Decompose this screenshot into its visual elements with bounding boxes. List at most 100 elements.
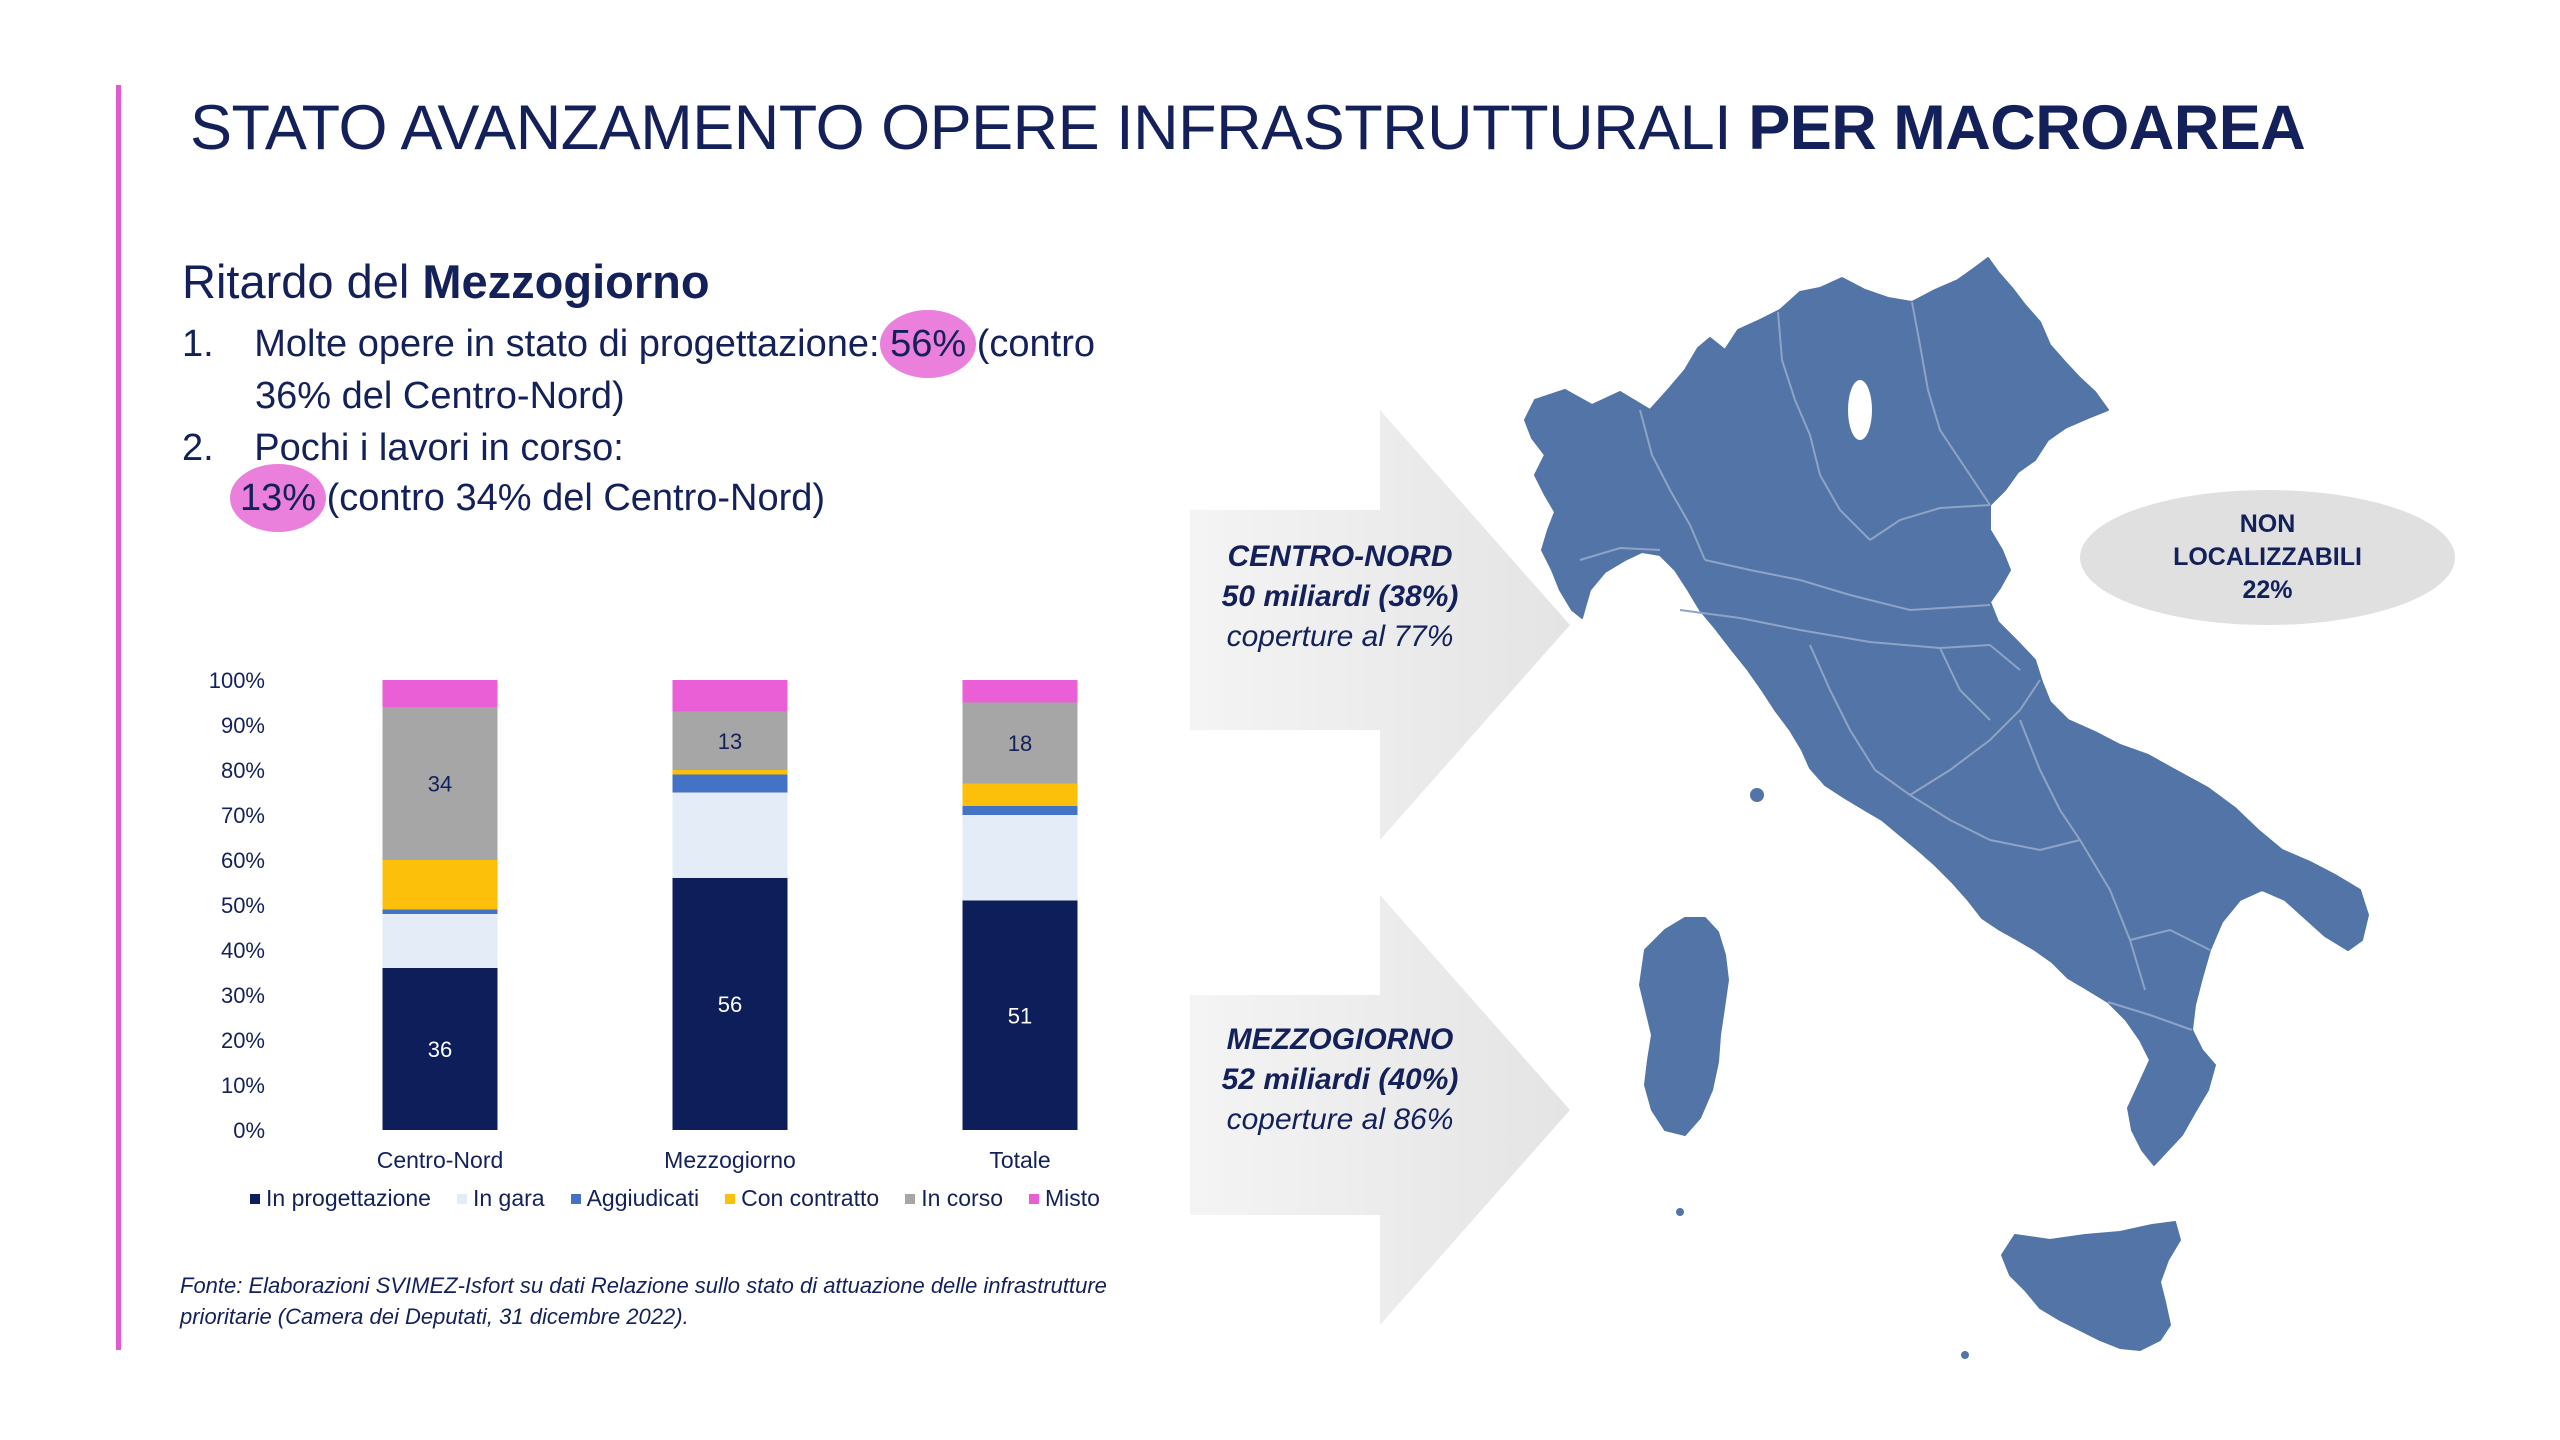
legend-item: In corso [905, 1185, 1003, 1212]
area-coverage: coperture al 86% [1226, 1103, 1454, 1136]
arrow-center-north-text: CENTRO-NORD 50 miliardi (38%) coperture … [1190, 537, 1490, 657]
non-localizable-badge: NON LOCALIZZABILI 22% [2080, 490, 2455, 625]
y-tick-label: 60% [221, 848, 265, 873]
italy-map [1524, 257, 2369, 1359]
bar-segment [382, 707, 498, 860]
bar-segment [382, 680, 498, 707]
region-border [1869, 504, 1991, 541]
region-border [1679, 609, 1991, 650]
legend-label: In corso [921, 1185, 1004, 1211]
data-label: 34 [428, 772, 452, 797]
data-label: 18 [1008, 731, 1032, 756]
lake-garda [1848, 380, 1872, 440]
bar-segment [962, 783, 1078, 806]
legend-label: In progettazione [266, 1185, 431, 1211]
area-amount: 52 miliardi (40%) [1221, 1063, 1459, 1096]
source-line-1: Fonte: Elaborazioni SVIMEZ-Isfort su dat… [180, 1273, 1107, 1298]
bar-segment [962, 815, 1078, 901]
legend-swatch [570, 1193, 581, 1204]
highlight-badge: 13% [229, 464, 327, 532]
region-border [2107, 1001, 2193, 1031]
arrow-south [1190, 895, 1570, 1325]
chart-legend: In progettazione In gara Aggiudicati Con co… [250, 1185, 1100, 1212]
bar-segment [672, 711, 788, 770]
area-amount: 50 miliardi (38%) [1221, 580, 1459, 613]
legend-swatch [905, 1193, 916, 1204]
region-border [1777, 311, 1871, 541]
legend-swatch [1029, 1193, 1040, 1204]
highlight-badge: 56% [880, 310, 977, 378]
y-tick-label: 0% [233, 1118, 265, 1143]
subtitle-bold: Mezzogiorno [422, 255, 710, 308]
legend-item: In gara [456, 1185, 545, 1212]
non-localizable-line1: NON [2239, 510, 2296, 538]
subtitle-regular: Ritardo del [182, 255, 423, 308]
data-label: 36 [428, 1037, 452, 1062]
subtitle: Ritardo del Mezzogiorno [182, 252, 710, 312]
small-island [1961, 1351, 1969, 1359]
highlight-value: 13% [240, 477, 317, 519]
region-border [1909, 794, 2081, 852]
region-border [1909, 679, 2041, 796]
accent-bar [116, 85, 121, 1350]
region-border [1809, 644, 1911, 796]
non-localizable-value: 22% [2242, 576, 2293, 604]
x-tick-label: Totale [989, 1147, 1050, 1173]
italy-mainland [1524, 257, 2369, 1166]
region-border [1911, 301, 1991, 506]
legend-item: Con contratto [725, 1185, 879, 1212]
region-border [2079, 839, 2146, 991]
bar-segment [962, 702, 1078, 784]
legend-label: Misto [1045, 1185, 1100, 1211]
bar-segment [382, 968, 498, 1130]
region-border [1989, 644, 2021, 671]
y-tick-label: 10% [221, 1073, 265, 1098]
x-tick-label: Mezzogiorno [664, 1147, 796, 1173]
source-note: Fonte: Elaborazioni SVIMEZ-Isfort su dat… [180, 1270, 1240, 1332]
region-border [1939, 647, 1991, 721]
bar-segment [672, 770, 788, 775]
y-tick-label: 20% [221, 1028, 265, 1053]
legend-item: Misto [1029, 1185, 1100, 1212]
bar-segment [382, 914, 498, 968]
point-1: 1. Molte opere in stato di progettazione… [182, 310, 1096, 378]
point-1-line2: 36% del Centro-Nord) [255, 375, 625, 417]
bar-segment [962, 900, 1078, 1130]
legend-label: Con contratto [741, 1185, 880, 1211]
legend-item: In progettazione [250, 1185, 431, 1212]
point-2: 2. Pochi i lavori in corso: [182, 422, 624, 474]
legend-label: Aggiudicati [586, 1185, 700, 1211]
bar-segment [672, 792, 788, 878]
highlight-value: 56% [890, 323, 967, 365]
area-name: MEZZOGIORNO [1226, 1023, 1454, 1056]
title-bold: PER MACROAREA [1748, 93, 2306, 163]
bar-segment [382, 860, 498, 910]
y-tick-label: 80% [221, 758, 265, 783]
y-tick-label: 70% [221, 803, 265, 828]
area-name: CENTRO-NORD [1227, 540, 1453, 573]
y-tick-label: 30% [221, 983, 265, 1008]
elba-island [1750, 788, 1764, 802]
x-tick-label: Centro-Nord [377, 1147, 504, 1173]
bar-segment [672, 774, 788, 793]
y-tick-label: 90% [221, 713, 265, 738]
legend-swatch [456, 1193, 467, 1204]
region-border [1639, 409, 1706, 561]
region-border [2019, 719, 2081, 841]
stacked-bar-chart: 0% 10% 20% 30% 40% 50% 60% 70% 80% 90% 100% 36 34 Cen… [209, 668, 1078, 1173]
point-text-post: (contro 34% del Centro-Nord) [326, 477, 826, 519]
small-island [1676, 1208, 1684, 1216]
region-border [1579, 546, 1661, 561]
bar-segment [672, 878, 788, 1130]
region-border [1704, 559, 1991, 612]
sardinia [1639, 917, 1729, 1136]
bar-segment [962, 680, 1078, 703]
legend-label: In gara [472, 1185, 545, 1211]
data-label: 13 [718, 729, 742, 754]
non-localizable-line2: LOCALIZZABILI [2173, 543, 2362, 571]
arrow-south-text: MEZZOGIORNO 52 miliardi (40%) coperture … [1190, 1020, 1490, 1140]
sicily [2001, 1221, 2181, 1351]
data-label: 51 [1008, 1003, 1032, 1028]
point-text-post: (contro [976, 323, 1096, 365]
legend-swatch [725, 1193, 736, 1204]
